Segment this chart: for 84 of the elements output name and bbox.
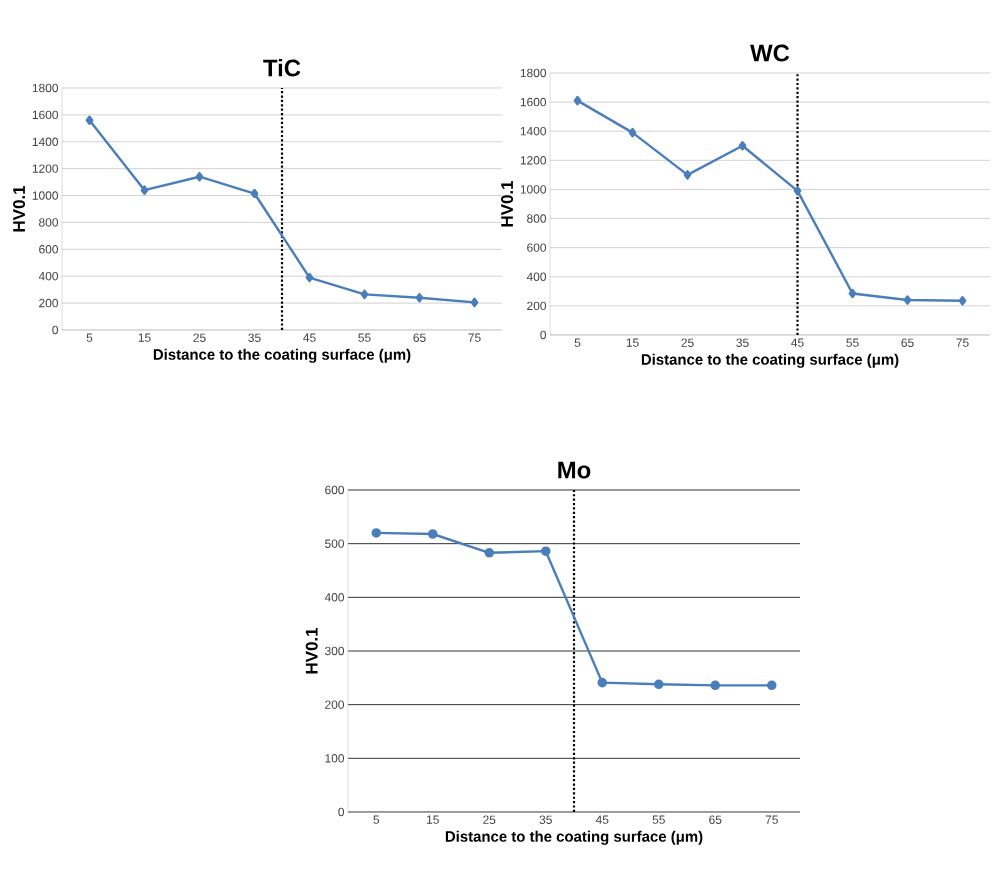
point (140, 185, 149, 195)
point (683, 170, 692, 180)
point (85, 115, 94, 126)
chart-title: Mo (558, 461, 591, 479)
x-tick-label: 75 (468, 333, 481, 342)
y-axis-title: HV0.1 (501, 180, 514, 227)
x-tick-label: 25 (681, 338, 694, 347)
chart-title: WC (750, 44, 790, 62)
y-tick-label: 1600 (520, 97, 547, 107)
x-tick-label: 65 (709, 815, 722, 824)
x-tick-label: 25 (193, 333, 206, 342)
y-tick-label: 600 (39, 245, 59, 254)
y-tick-label: 100 (325, 754, 345, 763)
x-tick-label: 5 (373, 815, 380, 824)
y-axis-title: HV0.1 (305, 627, 318, 674)
y-tick-label: 400 (324, 593, 345, 602)
x-tick-label: 35 (248, 333, 261, 342)
point (250, 188, 259, 199)
y-tick-label: 1400 (520, 126, 547, 136)
point (793, 186, 802, 196)
y-tick-label: 1400 (32, 137, 59, 146)
y-tick-label: 1600 (32, 110, 59, 120)
y-tick-label: 1200 (32, 164, 59, 173)
point (573, 95, 582, 106)
point (484, 547, 495, 558)
y-tick-label: 300 (325, 646, 345, 656)
y-tick-label: 400 (526, 272, 547, 281)
x-tick-label: 55 (846, 338, 859, 347)
chart-title: TiC (263, 58, 301, 77)
y-tick-label: 0 (338, 807, 345, 817)
point (738, 140, 747, 151)
y-tick-label: 600 (325, 485, 345, 495)
point (305, 272, 314, 283)
point (903, 295, 912, 305)
y-tick-label: 1200 (520, 156, 547, 165)
x-tick-label: 15 (427, 815, 439, 824)
point (848, 288, 857, 299)
x-tick-label: 45 (595, 815, 609, 824)
y-tick-label: 200 (325, 700, 345, 709)
x-tick-label: 55 (358, 333, 371, 342)
x-tick-label: 25 (483, 815, 496, 824)
y-tick-label: 200 (39, 298, 59, 308)
x-tick-label: 5 (574, 338, 581, 347)
x-tick-label: 45 (303, 333, 316, 342)
x-tick-label: 35 (736, 338, 749, 347)
x-tick-label: 65 (901, 338, 914, 347)
y-axis-title: HV0.1 (13, 185, 26, 232)
x-tick-label: 15 (138, 333, 151, 342)
point (628, 127, 637, 138)
point (710, 680, 721, 691)
x-axis-title: Distance to the coating surface (μm) (445, 830, 703, 845)
point (597, 677, 608, 688)
y-tick-label: 1000 (32, 191, 59, 200)
x-tick-label: 55 (652, 815, 665, 824)
point (415, 292, 424, 303)
x-tick-label: 75 (956, 338, 969, 347)
x-axis-title: Distance to the coating surface (μm) (641, 353, 899, 368)
y-tick-label: 500 (325, 539, 345, 548)
x-tick-label: 15 (626, 338, 639, 347)
x-tick-label: 45 (791, 338, 804, 347)
y-tick-label: 0 (52, 325, 59, 335)
point (470, 297, 479, 308)
point (766, 680, 777, 691)
y-tick-label: 1800 (32, 83, 59, 93)
point (360, 289, 369, 300)
y-tick-label: 400 (38, 271, 59, 281)
point (371, 528, 382, 538)
y-tick-label: 1800 (520, 68, 547, 78)
y-tick-label: 200 (527, 301, 547, 311)
x-tick-label: 75 (765, 815, 778, 824)
x-tick-label: 65 (413, 333, 426, 342)
point (958, 295, 967, 306)
x-tick-label: 5 (86, 333, 93, 342)
point (540, 546, 551, 556)
y-tick-label: 1000 (520, 185, 547, 194)
point (427, 529, 438, 539)
point (653, 679, 664, 690)
y-tick-label: 800 (39, 218, 59, 227)
y-tick-label: 0 (540, 330, 547, 340)
x-axis-title: Distance to the coating surface (μm) (153, 348, 411, 363)
x-tick-label: 35 (539, 815, 552, 824)
point (195, 171, 204, 182)
y-tick-label: 800 (527, 214, 547, 223)
y-tick-label: 600 (527, 243, 547, 252)
